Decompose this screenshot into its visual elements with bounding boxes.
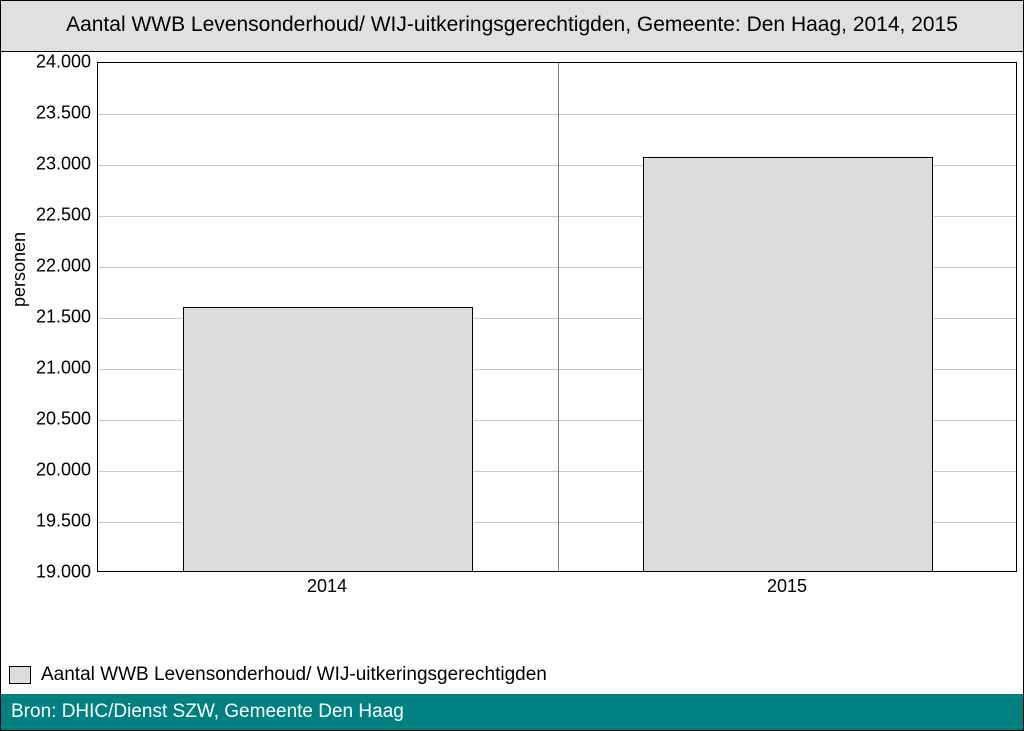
chart-title-bar: Aantal WWB Levensonderhoud/ WIJ-uitkerin… [1, 1, 1023, 52]
source-bar: Bron: DHIC/Dienst SZW, Gemeente Den Haag [1, 694, 1023, 730]
y-tick-label: 19.500 [11, 511, 91, 532]
legend: Aantal WWB Levensonderhoud/ WIJ-uitkerin… [9, 664, 547, 686]
y-tick-label: 23.500 [11, 103, 91, 124]
chart-area: personen 19.00019.50020.00020.50021.0002… [1, 52, 1023, 612]
y-tick-label: 21.000 [11, 358, 91, 379]
y-tick-label: 19.000 [11, 562, 91, 583]
bar [643, 157, 933, 571]
x-tick-label: 2015 [767, 576, 807, 597]
y-tick-label: 20.000 [11, 460, 91, 481]
y-tick-label: 21.500 [11, 307, 91, 328]
y-tick-label: 22.000 [11, 256, 91, 277]
bar [183, 307, 473, 571]
legend-swatch [9, 666, 31, 684]
y-tick-label: 22.500 [11, 205, 91, 226]
y-tick-label: 20.500 [11, 409, 91, 430]
category-divider [558, 63, 559, 571]
source-text: Bron: DHIC/Dienst SZW, Gemeente Den Haag [11, 701, 404, 723]
y-tick-label: 24.000 [11, 52, 91, 73]
x-tick-label: 2014 [307, 576, 347, 597]
y-tick-label: 23.000 [11, 154, 91, 175]
plot-area [97, 62, 1017, 572]
gridline [98, 114, 1016, 115]
chart-title: Aantal WWB Levensonderhoud/ WIJ-uitkerin… [66, 13, 958, 36]
legend-label: Aantal WWB Levensonderhoud/ WIJ-uitkerin… [41, 664, 547, 686]
